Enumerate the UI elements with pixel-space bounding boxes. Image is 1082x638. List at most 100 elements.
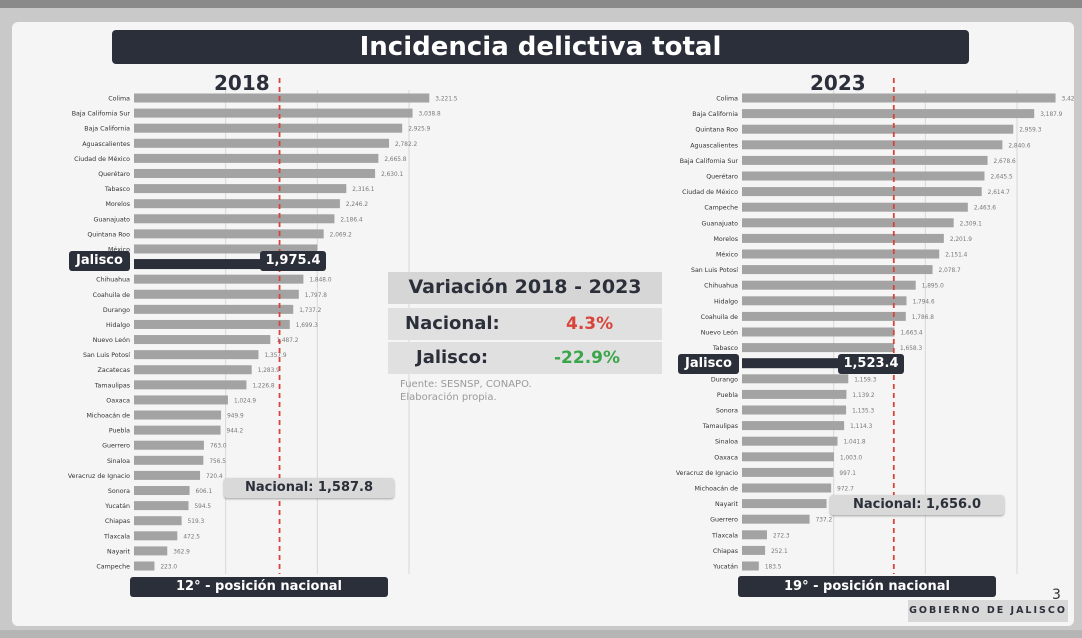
value-label: 1,786.8 <box>912 315 934 321</box>
value-label: 1,114.3 <box>850 424 872 430</box>
position-2023-label: 19° - posición nacional <box>738 576 996 597</box>
value-label: 2,645.5 <box>991 175 1013 181</box>
category-label: Tlaxcala <box>103 533 130 540</box>
value-label: 2,309.1 <box>960 221 982 227</box>
year-2023-heading: 2023 <box>810 71 866 95</box>
bar <box>742 421 845 431</box>
category-label: Guanajuato <box>94 216 131 223</box>
value-label: 3,187.9 <box>1040 112 1062 118</box>
bar <box>742 171 985 181</box>
category-label: Campeche <box>704 205 738 212</box>
bar <box>742 327 895 337</box>
bar <box>134 108 413 118</box>
value-label: 737.2 <box>816 518 833 524</box>
source-line: Elaboración propia. <box>400 392 497 403</box>
category-label: Nayarit <box>715 501 738 508</box>
value-label: 2,186.4 <box>340 217 362 223</box>
bar <box>742 343 895 353</box>
value-label: 1,041.8 <box>843 440 865 446</box>
category-label: Nayarit <box>107 548 130 555</box>
category-label: Quintana Roo <box>695 127 738 134</box>
bar <box>742 109 1035 119</box>
bar <box>742 202 968 212</box>
footer-logo-text: GOBIERNO DE JALISCO <box>908 600 1068 622</box>
value-label: 519.3 <box>188 519 205 525</box>
category-label: Ciudad de México <box>74 155 130 163</box>
variation-nacional-label: Nacional: <box>405 313 500 334</box>
bar <box>742 405 847 415</box>
bar <box>134 289 299 299</box>
value-label: 1,139.2 <box>852 393 874 399</box>
bar <box>134 244 318 254</box>
category-label: San Luis Potosí <box>83 351 130 359</box>
category-label: Tamaulipas <box>94 382 130 389</box>
value-label: 972.7 <box>837 487 854 493</box>
value-label: 2,782.2 <box>395 142 417 148</box>
category-label: Durango <box>103 307 130 314</box>
variation-jalisco-label: Jalisco: <box>416 347 489 368</box>
value-label: 3,420.6 <box>1062 97 1074 103</box>
bar <box>134 486 190 496</box>
category-label: Veracruz de Ignacio <box>68 473 130 480</box>
bar <box>134 319 290 329</box>
value-label: 2,614.7 <box>988 190 1010 196</box>
value-label: 472.5 <box>183 534 200 540</box>
category-label: Chiapas <box>105 518 130 525</box>
chart-2023: Colima 3,420.6 Baja California 3,187.9 Quint… <box>676 78 1074 574</box>
bar <box>134 335 271 345</box>
slide-title: Incidencia delictiva total <box>112 30 969 64</box>
variation-heading: Variación 2018 - 2023 <box>408 276 642 298</box>
bar <box>134 561 155 571</box>
variation-row-nacional: Nacional: 4.3% <box>388 308 662 340</box>
category-label: Yucatán <box>712 563 738 571</box>
jalisco-2018-label: Jalisco <box>69 251 130 271</box>
category-label: México <box>108 245 130 253</box>
category-label: Chiapas <box>713 548 738 555</box>
value-label: 1,797.8 <box>305 293 327 299</box>
category-label: Puebla <box>109 428 130 435</box>
bar <box>742 530 767 540</box>
bar <box>134 350 259 360</box>
bar <box>742 93 1056 103</box>
source-line: Fuente: SESNSP, CONAPO. <box>400 379 532 390</box>
value-label: 2,678.6 <box>994 159 1016 165</box>
bar <box>742 280 916 290</box>
category-label: Querétaro <box>706 173 738 181</box>
category-label: Coahuila de <box>93 292 130 299</box>
value-label: 2,959.3 <box>1019 128 1041 134</box>
bar <box>742 483 832 493</box>
variation-panel: Variación 2018 - 2023 Nacional: 4.3% Jal… <box>388 272 662 376</box>
value-label: 183.5 <box>765 565 782 571</box>
variation-nacional-value: 4.3% <box>566 314 614 334</box>
bar <box>134 380 247 390</box>
bar <box>134 395 228 405</box>
value-label: 606.1 <box>196 489 213 495</box>
category-label: Zacatecas <box>98 367 130 374</box>
category-label: Quintana Roo <box>87 231 130 238</box>
value-label: 756.5 <box>209 459 226 465</box>
bar-highlight <box>742 358 882 369</box>
bar <box>742 514 810 524</box>
bar <box>134 229 324 239</box>
bar <box>134 184 347 194</box>
value-label: 2,316.1 <box>352 187 374 193</box>
category-label: Sonora <box>716 408 738 415</box>
position-2018-label: 12° - posición nacional <box>130 577 388 597</box>
bar <box>742 249 940 259</box>
category-label: Yucatán <box>104 502 130 510</box>
bar <box>134 123 403 133</box>
category-label: Tabasco <box>104 186 130 193</box>
bar <box>134 516 182 526</box>
value-label: 252.1 <box>771 549 788 555</box>
bar <box>134 168 376 178</box>
bar <box>742 218 954 228</box>
window-bottom-edge <box>0 630 1082 638</box>
bar <box>742 499 827 509</box>
value-label: 2,069.2 <box>330 232 352 238</box>
bar <box>742 467 834 477</box>
category-label: Nuevo León <box>93 336 130 344</box>
category-label: Guerrero <box>102 443 130 450</box>
variation-jalisco-value: -22.9% <box>554 348 621 368</box>
category-label: Guanajuato <box>702 220 739 227</box>
bar <box>742 233 944 243</box>
